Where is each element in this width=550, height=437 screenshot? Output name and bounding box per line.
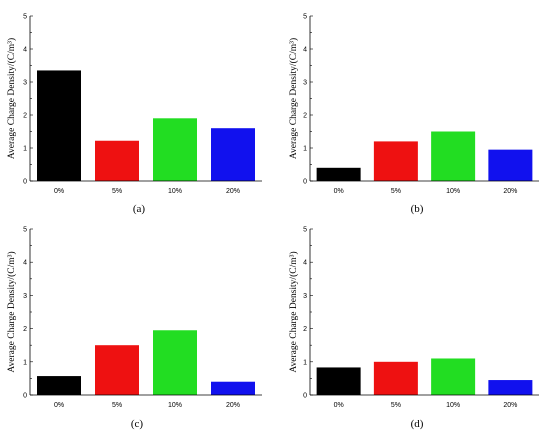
x-tick-label: 10% bbox=[168, 402, 182, 409]
y-tick-label: 4 bbox=[303, 260, 307, 267]
bar-20pct bbox=[488, 149, 533, 181]
y-tick-label: 0 bbox=[23, 393, 27, 400]
y-tick-label: 3 bbox=[23, 80, 27, 87]
x-tick-label: 10% bbox=[446, 188, 460, 195]
y-tick-label: 4 bbox=[23, 47, 27, 54]
y-tick-label: 2 bbox=[23, 113, 27, 120]
chart-panel-3: 0 1 2 3 4 5 0% 5% 10% 20% Average Charge Density/(… bbox=[6, 227, 262, 430]
bar-0pct bbox=[37, 70, 81, 181]
y-tick-label: 0 bbox=[303, 179, 307, 186]
y-tick-label: 1 bbox=[303, 359, 307, 366]
y-tick-label: 5 bbox=[303, 14, 307, 21]
bar-5pct bbox=[95, 140, 139, 181]
bar-20pct bbox=[211, 128, 255, 181]
bar-0pct bbox=[316, 367, 361, 395]
bar-10pct bbox=[153, 118, 197, 181]
bar-5pct bbox=[373, 361, 418, 395]
y-tick-label: 0 bbox=[23, 179, 27, 186]
y-tick-label: 3 bbox=[303, 293, 307, 300]
x-tick-label: 10% bbox=[168, 188, 182, 195]
panel-label: (c) bbox=[131, 418, 144, 430]
y-tick-label: 2 bbox=[23, 326, 27, 333]
bar-5pct bbox=[373, 141, 418, 181]
x-tick-label: 20% bbox=[226, 402, 240, 409]
y-tick-label: 3 bbox=[23, 293, 27, 300]
y-tick-label: 4 bbox=[23, 260, 27, 267]
x-tick-label: 5% bbox=[112, 188, 122, 195]
x-tick-label: 20% bbox=[226, 188, 240, 195]
y-tick-label: 2 bbox=[303, 326, 307, 333]
x-tick-label: 20% bbox=[503, 188, 517, 195]
y-tick-label: 5 bbox=[303, 227, 307, 234]
x-tick-label: 0% bbox=[54, 402, 64, 409]
x-tick-label: 0% bbox=[54, 188, 64, 195]
bar-5pct bbox=[95, 345, 139, 395]
chart-panel-4: 0 1 2 3 4 5 0% 5% 10% 20% Average Charge Density/(… bbox=[288, 227, 539, 430]
x-tick-label: 0% bbox=[334, 402, 344, 409]
y-axis-title: Average Charge Density/(C/m³) bbox=[6, 38, 17, 159]
y-tick-label: 5 bbox=[23, 14, 27, 21]
y-tick-label: 2 bbox=[303, 113, 307, 120]
y-tick-label: 4 bbox=[303, 47, 307, 54]
panel-label: (b) bbox=[411, 203, 424, 215]
x-tick-label: 10% bbox=[446, 402, 460, 409]
y-tick-label: 3 bbox=[303, 80, 307, 87]
y-axis-title: Average Charge Density/(C/m³) bbox=[6, 251, 17, 372]
x-tick-label: 20% bbox=[503, 402, 517, 409]
panel-label: (d) bbox=[411, 418, 424, 430]
bar-10pct bbox=[431, 358, 476, 395]
y-axis-title: Average Charge Density/(C/m³) bbox=[288, 251, 299, 372]
chart-panel-1: 0 1 2 3 4 5 0% 5% 10% 20% Average Charge Density/(… bbox=[6, 14, 262, 215]
bar-0pct bbox=[316, 167, 361, 181]
x-tick-label: 5% bbox=[391, 188, 401, 195]
bar-20pct bbox=[211, 381, 255, 395]
bar-20pct bbox=[488, 380, 533, 395]
y-tick-label: 5 bbox=[23, 227, 27, 234]
x-tick-label: 5% bbox=[112, 402, 122, 409]
chart-panel-2: 0 1 2 3 4 5 0% 5% 10% 20% Average Charge Density/(… bbox=[288, 14, 539, 215]
bar-0pct bbox=[37, 376, 81, 395]
bar-10pct bbox=[431, 131, 476, 181]
y-tick-label: 1 bbox=[303, 146, 307, 153]
y-tick-label: 0 bbox=[303, 393, 307, 400]
y-tick-label: 1 bbox=[23, 146, 27, 153]
panel-label: (a) bbox=[133, 203, 146, 215]
y-tick-label: 1 bbox=[23, 359, 27, 366]
x-tick-label: 5% bbox=[391, 402, 401, 409]
bar-10pct bbox=[153, 330, 197, 395]
y-axis-title: Average Charge Density/(C/m³) bbox=[288, 38, 299, 159]
x-tick-label: 0% bbox=[334, 188, 344, 195]
